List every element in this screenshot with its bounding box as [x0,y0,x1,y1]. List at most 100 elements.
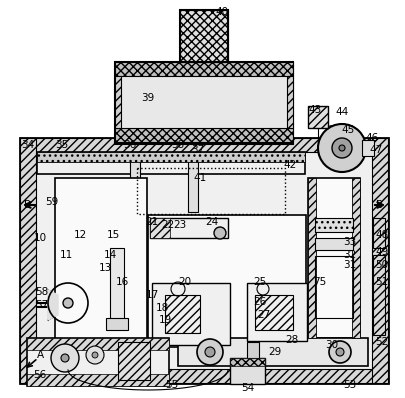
Circle shape [63,298,73,308]
Text: 35: 35 [55,140,68,150]
Text: 58: 58 [35,287,49,297]
Bar [115,128,292,142]
Text: B: B [375,200,383,210]
Text: 46: 46 [364,133,378,143]
Bar [230,358,264,366]
Text: 52: 52 [375,337,388,347]
Text: B: B [24,200,32,210]
Text: 47: 47 [369,145,382,155]
Text: 48: 48 [375,230,388,240]
Text: 12: 12 [73,230,86,240]
Text: 22: 22 [161,220,174,230]
Text: 24: 24 [205,217,218,227]
Bar [372,218,384,248]
Bar [177,338,367,366]
Bar [179,10,228,62]
Text: 75: 75 [313,277,326,287]
Bar [246,342,258,358]
Bar [254,295,292,330]
Text: 21: 21 [145,217,158,227]
Text: 10: 10 [33,233,47,243]
Bar [37,152,304,162]
Text: 49: 49 [375,247,388,257]
Circle shape [61,354,69,362]
Text: 27: 27 [257,310,270,320]
Text: 36: 36 [123,140,136,150]
Text: 37: 37 [191,145,204,155]
Bar [106,318,128,330]
Bar [149,218,228,238]
Bar [307,106,327,128]
Text: A: A [36,350,43,360]
Bar [20,138,387,383]
Bar [164,295,200,333]
Text: 42: 42 [283,160,296,170]
Text: 51: 51 [375,277,388,287]
Bar [20,138,36,383]
Text: 39: 39 [141,93,154,103]
Bar [110,248,124,328]
Bar [130,152,140,212]
Bar [27,338,168,350]
Circle shape [338,145,344,151]
Bar [286,76,292,128]
Text: 18: 18 [155,303,168,313]
Text: 29: 29 [268,347,281,357]
Text: 59: 59 [45,197,58,207]
Text: 54: 54 [241,383,254,393]
Circle shape [335,348,343,356]
Text: 26: 26 [253,297,266,307]
Text: 50: 50 [375,260,388,270]
Text: 44: 44 [335,107,348,117]
Bar [371,138,387,383]
Text: 13: 13 [98,263,111,273]
Polygon shape [48,290,58,320]
Bar [179,10,228,62]
Text: 31: 31 [343,260,356,270]
Circle shape [196,339,222,365]
Circle shape [317,124,365,172]
Circle shape [205,347,215,357]
Circle shape [51,344,79,372]
Circle shape [213,227,226,239]
Bar [314,218,352,232]
Bar [314,238,352,250]
Text: 56: 56 [33,370,47,380]
Bar [188,152,198,212]
Bar [307,178,315,338]
Bar [37,152,304,174]
Bar [307,106,327,128]
Bar [372,255,384,335]
Bar [314,218,352,232]
Bar [230,358,264,384]
Bar [118,342,149,380]
Bar [27,338,168,386]
Text: 55: 55 [165,380,178,390]
Text: 17: 17 [145,290,158,300]
Bar [20,369,387,383]
Bar [307,178,359,338]
Bar [20,138,387,152]
Bar [351,178,359,338]
Text: 34: 34 [21,140,34,150]
Text: 38: 38 [171,140,184,150]
Text: 53: 53 [343,380,356,390]
Text: 33: 33 [343,237,356,247]
Text: 57: 57 [35,300,49,310]
Text: 23: 23 [173,220,186,230]
Text: 30: 30 [325,340,338,350]
Bar [246,283,306,341]
Bar [115,62,292,144]
Text: 25: 25 [253,277,266,287]
Bar [115,76,121,128]
Text: 32: 32 [343,250,356,260]
Bar [136,168,284,214]
Bar [115,62,292,76]
Bar [148,215,305,347]
Text: 41: 41 [193,173,206,183]
Text: 40: 40 [215,7,228,17]
Text: 45: 45 [341,125,354,135]
Text: 43: 43 [308,105,321,115]
Circle shape [86,346,104,364]
Bar [361,140,373,156]
